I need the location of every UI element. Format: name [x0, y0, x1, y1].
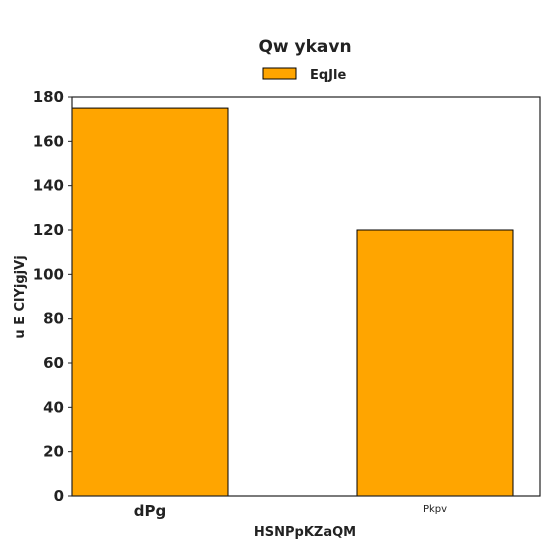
chart-title: Qw ykavn	[258, 37, 351, 57]
x-axis-ticks: dPg Pkpv	[134, 502, 447, 520]
x-tick-label: Pkpv	[423, 504, 447, 515]
legend-label: EqJle	[310, 68, 346, 83]
y-tick-label: 160	[33, 132, 64, 150]
y-axis-label: u E ClYjgjVj	[13, 255, 28, 338]
y-tick-label: 20	[43, 443, 64, 461]
y-tick-label: 140	[33, 177, 64, 195]
legend: EqJle	[262, 67, 346, 83]
y-tick-label: 0	[54, 487, 64, 505]
bars	[71, 107, 514, 497]
y-tick-label: 60	[43, 354, 64, 372]
y-tick-label: 100	[33, 265, 64, 283]
y-tick-label: 80	[43, 310, 64, 328]
bar-pkpv	[356, 229, 514, 497]
y-tick-label: 40	[43, 398, 64, 416]
y-tick-label: 180	[33, 88, 64, 106]
x-axis-label: HSNPpKZaQM	[254, 525, 356, 540]
y-tick-label: 120	[33, 221, 64, 239]
x-tick-label: dPg	[134, 502, 166, 520]
legend-swatch	[262, 67, 297, 80]
plot-frame	[71, 96, 541, 497]
y-axis-ticks: 0 20 40 60 80 100 120 140 160 180	[33, 88, 72, 505]
bar-dpg	[71, 107, 229, 497]
